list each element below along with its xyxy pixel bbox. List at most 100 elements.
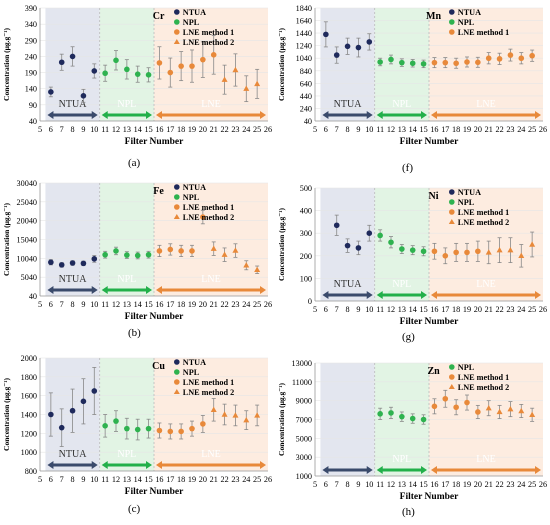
x-tick-label: 14 <box>409 125 417 134</box>
region-label-npl: NPL <box>117 274 136 285</box>
data-point-lne-method-1 <box>518 55 525 62</box>
data-point-lne-method-1 <box>189 425 195 432</box>
x-tick-label: 21 <box>485 305 493 314</box>
data-point-ntua <box>333 52 340 58</box>
x-tick-label: 13 <box>123 300 131 309</box>
data-point-lne-method-1 <box>442 395 449 402</box>
x-tick-label: 12 <box>112 475 120 484</box>
region-label-ntua: NTUA <box>334 279 363 290</box>
arrowhead-left <box>431 466 437 474</box>
x-tick-label: 22 <box>220 125 228 134</box>
data-point-lne-method-1 <box>431 59 438 66</box>
legend-label: LNE method 2 <box>183 38 234 47</box>
arrowhead-right <box>260 461 266 469</box>
x-tick-label: 6 <box>324 480 328 489</box>
data-point-lne-method-1 <box>453 249 459 256</box>
y-tick-label: 5040 <box>21 273 37 282</box>
data-point-npl <box>377 232 383 239</box>
arrowhead-left <box>47 111 54 119</box>
x-tick-label: 19 <box>463 480 471 489</box>
legend-label: LNE method 2 <box>458 383 509 392</box>
arrowhead-right <box>146 461 152 469</box>
data-point-ntua <box>355 44 362 51</box>
x-tick-label: 15 <box>419 125 427 134</box>
legend-label: NPL <box>183 18 200 27</box>
arrowhead-left <box>322 291 329 299</box>
data-point-npl <box>409 247 416 253</box>
x-tick-label: 8 <box>346 125 350 134</box>
arrowhead-right <box>91 111 98 119</box>
data-point-lne-method-1 <box>200 421 206 427</box>
y-tick-label: 140 <box>25 85 37 94</box>
data-point-lne-method-1 <box>485 55 492 62</box>
x-tick-label: 15 <box>144 475 152 484</box>
data-point-lne-method-1 <box>475 59 481 66</box>
data-point-ntua <box>344 43 351 50</box>
x-tick-label: 26 <box>264 125 272 134</box>
region-label-lne: LNE <box>476 99 495 110</box>
y-tick-label: 1800 <box>21 373 37 382</box>
x-tick-label: 5 <box>313 305 317 314</box>
data-point-lne-method-1 <box>496 56 503 62</box>
y-tick-label: 190 <box>25 69 37 78</box>
x-tick-label: 20 <box>199 475 207 484</box>
x-tick-label: 14 <box>134 300 142 309</box>
x-tick-label: 22 <box>495 480 503 489</box>
legend-label: LNE method 2 <box>183 213 234 222</box>
data-point-ntua <box>58 424 65 431</box>
x-tick-label: 23 <box>231 125 239 134</box>
x-tick-label: 24 <box>517 125 525 134</box>
caption-a: (a) <box>128 157 141 169</box>
region-label-lne: LNE <box>201 99 220 110</box>
y-tick-label: 30040 <box>17 179 37 188</box>
x-tick-label: 18 <box>452 305 460 314</box>
data-point-npl <box>134 252 141 259</box>
y-tick-label: 15040 <box>17 236 37 245</box>
y-tick-label: 340 <box>25 20 37 29</box>
arrowhead-left <box>101 286 108 294</box>
x-tick-label: 23 <box>231 475 239 484</box>
arrowhead-right <box>91 461 98 469</box>
y-tick-label: 840 <box>300 67 312 76</box>
data-point-lne-method-1 <box>453 404 459 411</box>
arrowhead-right <box>91 286 98 294</box>
region-label-npl: NPL <box>117 449 136 460</box>
legend-label: NPL <box>183 368 200 377</box>
arrowhead-left <box>47 461 54 469</box>
legend-marker <box>173 214 180 219</box>
legend-marker <box>174 369 180 375</box>
y-tick-label: 3000 <box>296 453 312 462</box>
data-point-lne-method-2 <box>518 252 525 258</box>
data-point-lne-method-2 <box>254 80 261 87</box>
arrowhead-right <box>535 466 541 474</box>
legend-marker <box>174 194 180 200</box>
x-tick-label: 23 <box>506 305 514 314</box>
caption-g: (g) <box>402 331 415 343</box>
region-label-npl: NPL <box>392 99 411 110</box>
data-point-lne-method-1 <box>167 246 174 253</box>
x-tick-label: 20 <box>474 480 482 489</box>
data-point-npl <box>124 425 130 432</box>
y-tick-label: 20040 <box>17 217 37 226</box>
region-label-ntua: NTUA <box>59 99 88 110</box>
data-point-lne-method-1 <box>453 60 459 67</box>
data-point-ntua <box>58 59 65 66</box>
data-point-ntua <box>344 242 351 249</box>
x-tick-label: 10 <box>90 125 98 134</box>
region-label-lne: LNE <box>476 454 495 465</box>
legend-marker <box>449 29 455 35</box>
x-axis-label: Filter Number <box>125 487 184 497</box>
x-axis-label: Filter Number <box>400 317 459 327</box>
data-point-lne-method-2 <box>221 411 228 417</box>
data-point-npl <box>124 252 130 258</box>
legend-label: NTUA <box>458 188 481 197</box>
x-tick-label: 6 <box>49 475 53 484</box>
y-tick-label: 500 <box>300 184 312 193</box>
data-point-lne-method-1 <box>167 69 174 76</box>
region-label-lne: LNE <box>201 274 220 285</box>
x-tick-label: 14 <box>134 125 142 134</box>
x-tick-label: 13 <box>398 480 406 489</box>
x-tick-label: 8 <box>346 305 350 314</box>
legend-marker <box>173 39 180 44</box>
data-point-lne-method-1 <box>210 52 217 58</box>
